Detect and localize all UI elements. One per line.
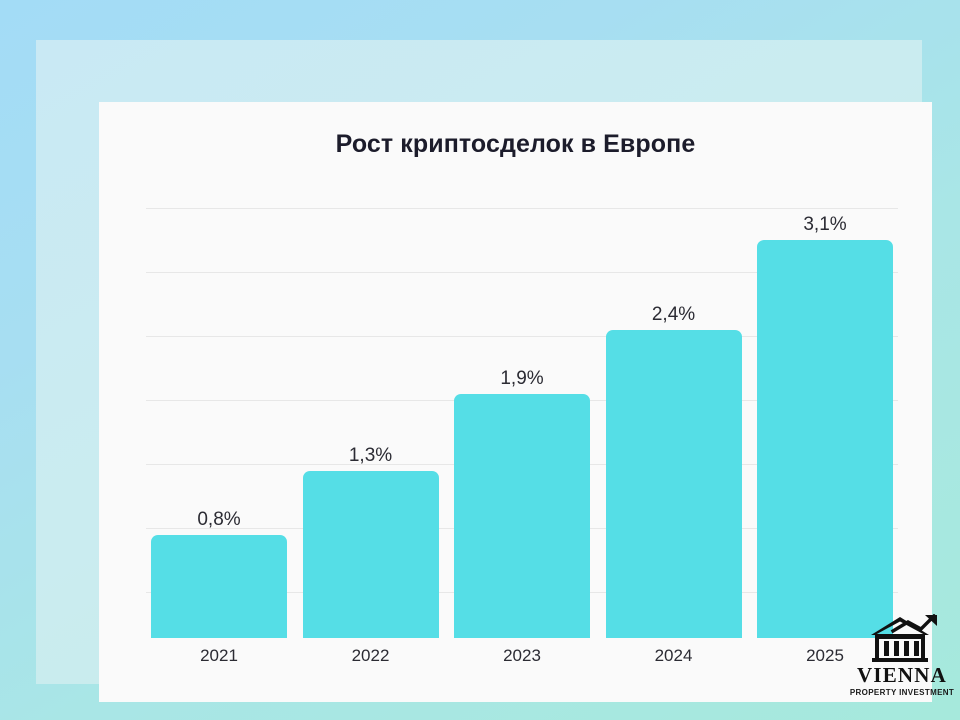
slide-frame: Рост криптосделок в Европе 0,8% 1,3% 1,9% 2… xyxy=(36,40,932,702)
vienna-property-investment-logo: VIENNA PROPERTY INVESTMENT xyxy=(846,614,958,712)
x-axis-label: 2022 xyxy=(351,646,390,665)
bar-slot[interactable]: 2,4% xyxy=(605,208,742,638)
bar[interactable] xyxy=(151,535,287,638)
plot-area: 0,8% 1,3% 1,9% 2,4% 3,1% xyxy=(146,208,898,638)
x-axis-label: 2021 xyxy=(200,646,238,665)
bar-series: 0,8% 1,3% 1,9% 2,4% 3,1% xyxy=(151,208,893,638)
bar-slot[interactable]: 1,9% xyxy=(454,208,590,638)
gridline xyxy=(146,208,898,209)
bar[interactable] xyxy=(757,240,893,638)
bar-slot[interactable]: 1,3% xyxy=(302,208,439,638)
bar-value-label: 1,3% xyxy=(348,445,393,466)
chart-title: Рост криптосделок в Европе xyxy=(335,130,696,158)
bar-value-label: 1,9% xyxy=(500,368,544,389)
bar-slot[interactable]: 0,8% xyxy=(151,208,287,638)
bar-value-label: 2,4% xyxy=(651,304,696,325)
bar-slot[interactable]: 3,1% xyxy=(757,208,893,638)
x-axis-label: 2024 xyxy=(654,646,693,665)
bar[interactable] xyxy=(605,330,742,638)
logo-tagline: PROPERTY INVESTMENT xyxy=(849,688,955,697)
x-axis-label: 2025 xyxy=(806,646,844,665)
gridline xyxy=(146,336,898,337)
bar[interactable] xyxy=(454,394,590,638)
chart-card: Рост криптосделок в Европе 0,8% 1,3% 1,9% 2… xyxy=(99,102,932,702)
gridline xyxy=(146,272,898,273)
bank-building-arrow-icon xyxy=(871,614,937,662)
logo-wordmark: VIENNA xyxy=(856,663,948,687)
bar-value-label: 0,8% xyxy=(197,509,241,530)
x-axis-labels: 2021 2022 2023 2024 2025 xyxy=(151,646,893,666)
bar-value-label: 3,1% xyxy=(803,214,847,235)
bar[interactable] xyxy=(302,471,439,638)
x-axis-label: 2023 xyxy=(503,646,541,665)
